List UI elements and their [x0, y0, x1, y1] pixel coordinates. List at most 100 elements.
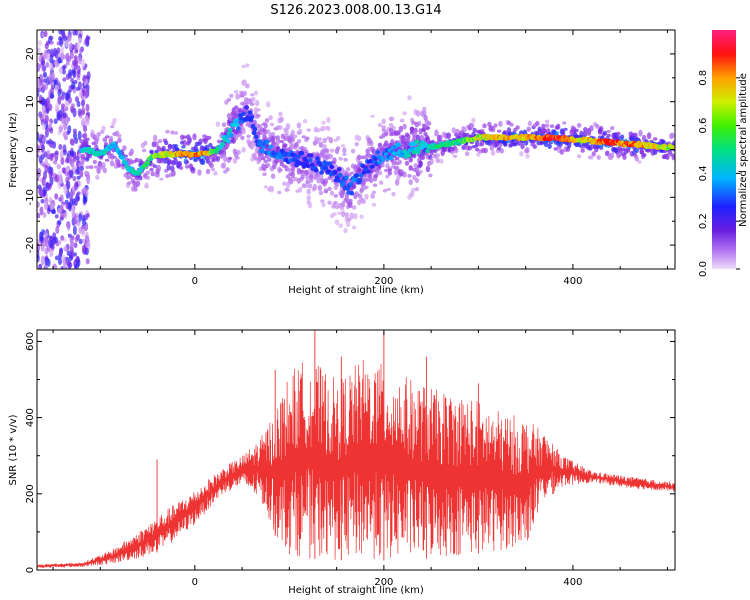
spectrogram-cell	[282, 181, 287, 186]
spectrogram-cell	[205, 168, 211, 175]
colorbar: 0.0 0.2 0.4 0.6 0.8 Normalized spectral ampl…	[698, 30, 749, 277]
spectrogram-cell	[554, 131, 560, 136]
spectrogram-cell	[210, 167, 216, 172]
spectrogram-peak	[299, 151, 305, 156]
spectrogram-cell	[263, 123, 268, 129]
spectrogram-cell	[78, 213, 83, 222]
spectrogram-y-tick-label: -20	[25, 237, 36, 253]
spectrogram-cell	[71, 188, 76, 194]
spectrogram-cell	[60, 45, 65, 55]
spectrogram-cell	[64, 39, 69, 48]
spectrogram-cell	[54, 174, 59, 183]
spectrogram-cell	[427, 121, 432, 126]
spectrogram-cell	[482, 123, 487, 129]
spectrogram-cell	[75, 96, 79, 103]
spectrogram-cell	[74, 30, 79, 36]
spectrogram-cell	[60, 95, 65, 100]
spectrogram-cell	[37, 47, 41, 53]
spectrogram-cell	[406, 134, 411, 140]
spectrogram-cell	[637, 159, 642, 164]
spectrogram-cell	[79, 48, 83, 54]
spectrogram-cell	[278, 111, 283, 117]
spectrogram-cell	[402, 171, 407, 178]
spectrogram-cell	[77, 180, 82, 188]
spectrogram-cell	[145, 175, 150, 180]
spectrogram-cell	[54, 193, 59, 200]
spectrogram-cell	[59, 194, 64, 203]
colorbar-tick-label: 0.4	[698, 165, 709, 181]
spectrogram-cell	[75, 168, 79, 175]
spectrogram-cell	[544, 119, 550, 124]
spectrogram-cell	[251, 96, 256, 102]
spectrogram-cell	[173, 131, 179, 135]
spectrogram-peak	[354, 173, 360, 178]
spectrogram-cell	[395, 178, 400, 186]
spectrogram-cell	[350, 148, 356, 154]
spectrogram-peak	[377, 160, 383, 165]
spectrogram-cell	[455, 128, 460, 134]
spectrogram-cell	[157, 139, 163, 144]
spectrogram-cell	[338, 223, 343, 228]
spectrogram-cell	[54, 84, 59, 92]
spectrogram-cell	[47, 183, 52, 188]
spectrogram-cell	[72, 175, 77, 182]
spectrogram-cell	[293, 134, 298, 139]
spectrogram-cell	[364, 193, 369, 200]
spectrogram-cell	[156, 145, 161, 152]
spectrogram-cell	[541, 123, 546, 129]
spectrogram-cell	[38, 94, 43, 105]
spectrogram-cell	[359, 214, 364, 219]
spectrogram-cell	[77, 130, 82, 141]
spectrogram-cell	[294, 142, 299, 148]
colorbar-tick-label: 0.2	[698, 213, 709, 229]
spectrogram-cell	[634, 156, 639, 162]
spectrogram-cell	[483, 147, 488, 154]
spectrogram-cell	[42, 186, 47, 195]
spectrogram-cell	[102, 167, 108, 174]
spectrogram-cell	[368, 174, 373, 179]
spectrogram-cell	[622, 154, 627, 161]
spectrogram-cell	[384, 140, 389, 147]
spectrogram-cell	[40, 144, 45, 153]
spectrogram-cell	[275, 138, 281, 145]
spectrogram-cell	[39, 231, 44, 242]
spectrogram-cell	[266, 162, 271, 168]
spectrogram-cell	[284, 128, 289, 136]
spectrogram-cell	[263, 185, 268, 189]
spectrogram-cell	[128, 174, 133, 180]
spectrogram-cell	[547, 143, 552, 149]
spectrogram-peak	[224, 134, 230, 140]
spectrogram-cell	[268, 115, 273, 121]
spectrogram-cell	[83, 125, 88, 133]
spectrogram-cell	[227, 156, 233, 160]
spectrogram-cell	[182, 135, 187, 139]
spectrogram-cell	[253, 90, 259, 96]
spectrogram-cell	[37, 249, 40, 260]
spectrogram-cell	[150, 171, 155, 177]
spectrogram-cell	[418, 160, 423, 168]
spectrogram-peak	[375, 150, 381, 155]
spectrogram-peak	[414, 139, 420, 144]
spectrogram-cell	[526, 126, 531, 132]
spectrogram-peak	[305, 163, 311, 169]
snr-x-tick-label: 400	[563, 577, 582, 588]
spectrogram-cell	[165, 174, 170, 178]
spectrogram-cell	[62, 212, 67, 217]
spectrogram-cell	[417, 121, 422, 126]
spectrogram-cell	[556, 123, 561, 130]
spectrogram-cell	[317, 187, 322, 192]
spectrogram-cell	[306, 128, 311, 132]
spectrogram-cell	[154, 141, 159, 148]
spectrogram-cell	[198, 138, 203, 145]
spectrogram-cell	[420, 154, 426, 161]
spectrogram-cell	[70, 138, 75, 146]
spectrogram-cell	[78, 238, 83, 245]
colorbar-tick-label: 0.6	[698, 118, 709, 134]
spectrogram-cell	[509, 122, 514, 127]
spectrogram-cell	[167, 143, 173, 151]
spectrogram-cell	[451, 127, 456, 134]
spectrogram-peak	[394, 151, 399, 157]
spectrogram-cell	[75, 156, 80, 161]
spectrogram-cell	[44, 232, 48, 238]
spectrogram-cell	[390, 116, 395, 121]
